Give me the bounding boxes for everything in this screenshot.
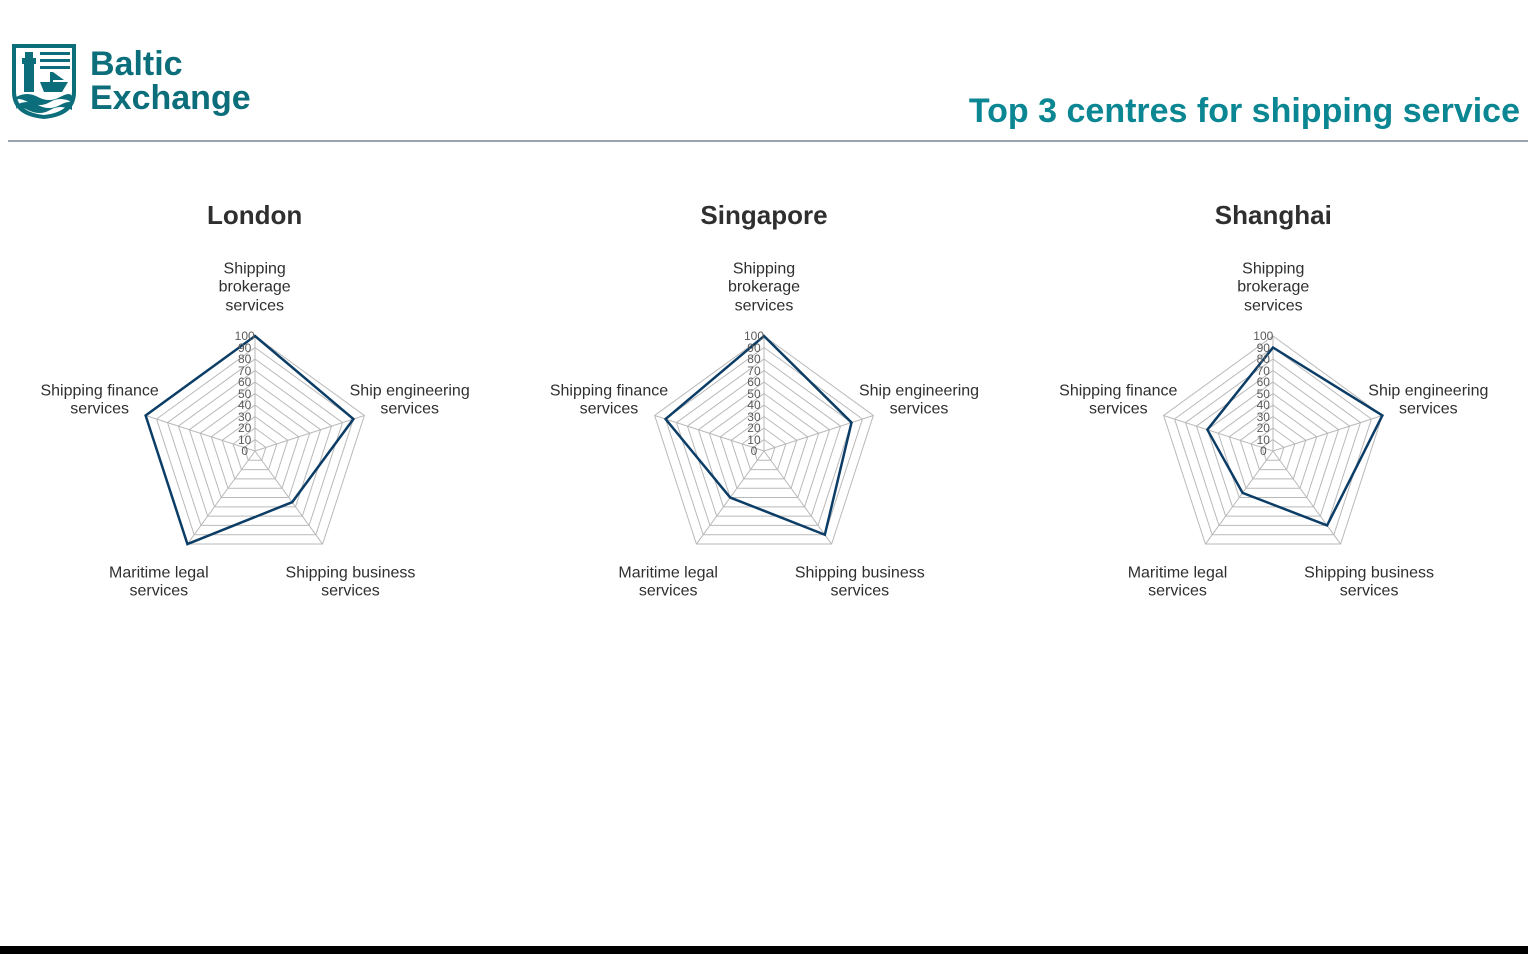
axis-label: Shipping finance services [1053, 382, 1183, 419]
axis-label: Shipping business services [1304, 564, 1434, 601]
logo-text: Baltic Exchange [90, 47, 251, 115]
tick-label: 100 [1253, 329, 1273, 343]
radar-canvas: 0102030405060708090100Shipping brokerage… [1123, 291, 1423, 591]
axis-label: Maritime legal services [603, 564, 733, 601]
page-title: Top 3 centres for shipping service [969, 92, 1520, 131]
footer-bar [0, 946, 1528, 954]
axis-label: Shipping business services [795, 564, 925, 601]
logo-line1: Baltic [90, 47, 251, 81]
axis-label: Shipping brokerage services [1208, 260, 1338, 315]
axis-label: Shipping finance services [544, 382, 674, 419]
charts-row: London 0102030405060708090100Shipping bro… [0, 200, 1528, 591]
axis-label: Ship engineering services [1363, 382, 1493, 419]
axis-label: Shipping business services [285, 564, 415, 601]
page: Baltic Exchange Top 3 centres for shippi… [0, 0, 1528, 954]
baltic-exchange-shield-icon [10, 42, 78, 120]
logo: Baltic Exchange [10, 42, 251, 120]
logo-line2: Exchange [90, 81, 251, 115]
chart-title: Shanghai [1215, 200, 1332, 231]
chart-title: Singapore [700, 200, 827, 231]
tick-label: 100 [744, 329, 764, 343]
axis-label: Shipping brokerage services [190, 260, 320, 315]
radar-chart: Singapore 0102030405060708090100Shipping … [529, 200, 999, 591]
radar-canvas: 0102030405060708090100Shipping brokerage… [614, 291, 914, 591]
axis-label: Shipping finance services [35, 382, 165, 419]
radar-chart: Shanghai 0102030405060708090100Shipping b… [1038, 200, 1508, 591]
radar-chart: London 0102030405060708090100Shipping bro… [20, 200, 490, 591]
header: Baltic Exchange Top 3 centres for shippi… [0, 0, 1528, 140]
axis-label: Maritime legal services [94, 564, 224, 601]
radar-canvas: 0102030405060708090100Shipping brokerage… [105, 291, 405, 591]
chart-title: London [207, 200, 302, 231]
axis-label: Shipping brokerage services [699, 260, 829, 315]
axis-label: Maritime legal services [1113, 564, 1243, 601]
header-divider [8, 140, 1528, 142]
axis-label: Ship engineering services [854, 382, 984, 419]
tick-label: 100 [235, 329, 255, 343]
axis-label: Ship engineering services [345, 382, 475, 419]
